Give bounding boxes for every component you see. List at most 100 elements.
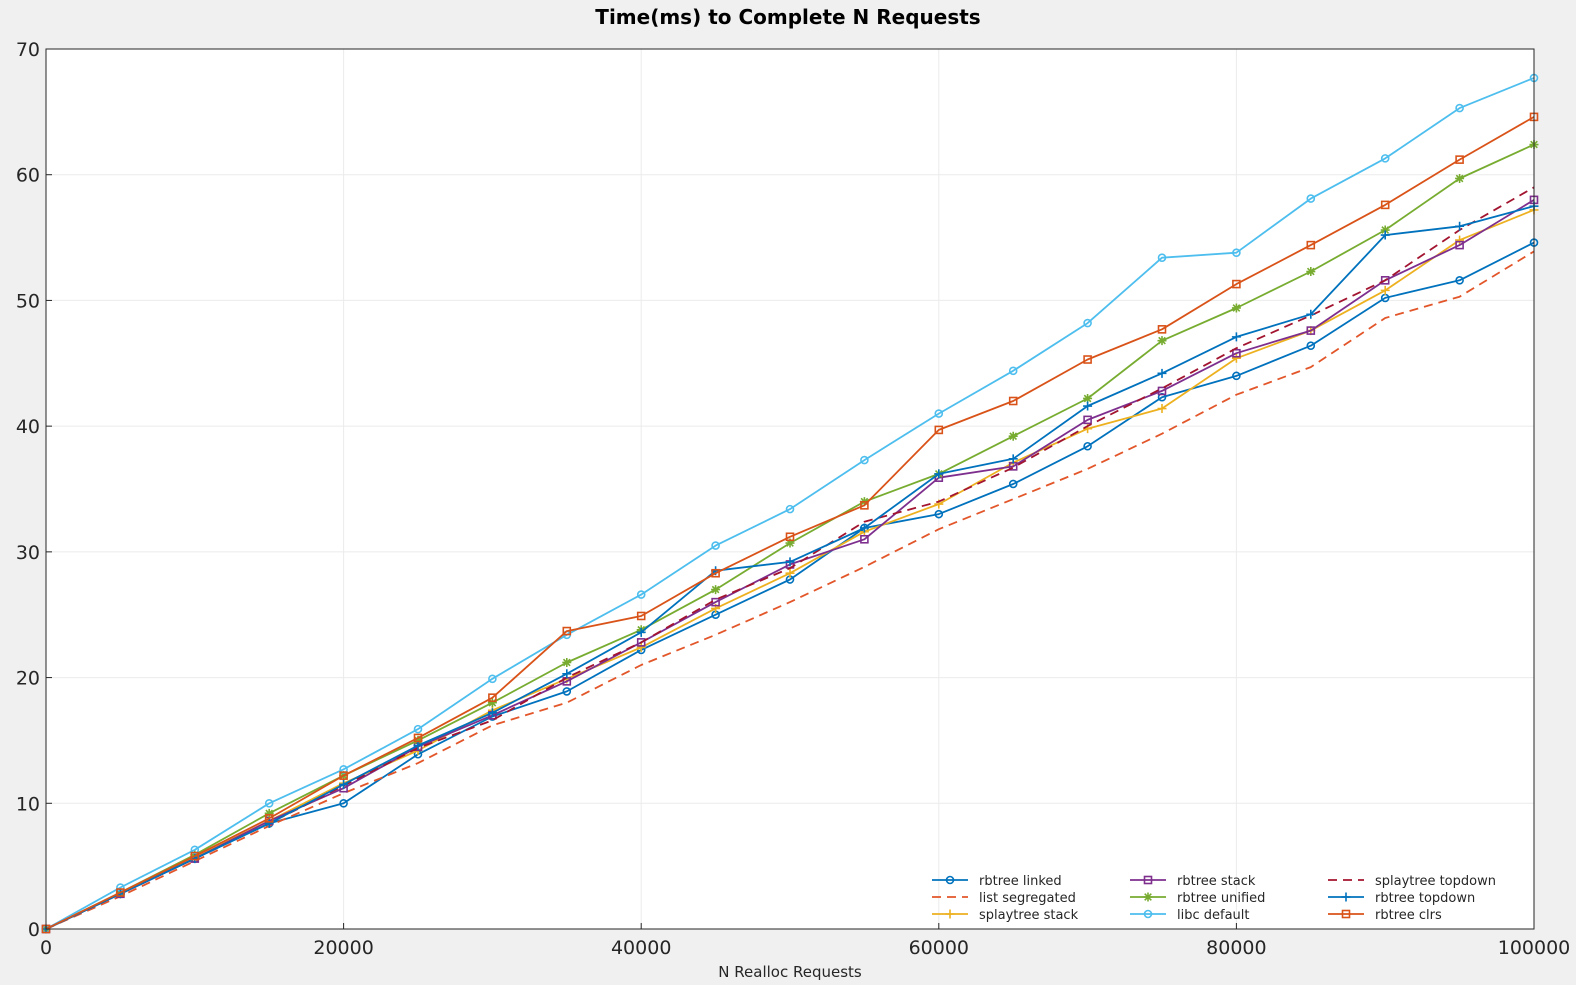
plot-area (46, 49, 1534, 929)
data-point-marker (636, 611, 646, 621)
legend-label: rbtree linked (979, 874, 1062, 889)
legend-entry: splaytree stack (932, 908, 1079, 923)
data-point-marker (413, 735, 423, 745)
data-point-marker (1232, 371, 1241, 381)
data-point-marker (636, 642, 646, 652)
x-tick-label: 60000 (909, 937, 969, 959)
series-line (45, 250, 1535, 930)
y-tick-label: 10 (16, 793, 40, 815)
data-point-marker (1380, 200, 1390, 210)
data-point-marker (934, 409, 944, 418)
data-point-marker (1455, 235, 1465, 245)
data-point-marker (1455, 221, 1465, 231)
legend-label: rbtree topdown (1375, 891, 1475, 906)
data-point-marker (1380, 225, 1390, 235)
data-point-marker (1083, 441, 1092, 451)
data-point-marker (1008, 454, 1018, 464)
x-tick-label: 20000 (313, 937, 373, 959)
series-line (45, 241, 1535, 930)
data-point-marker (1157, 404, 1167, 414)
data-point-marker (785, 557, 795, 567)
data-point-marker (1143, 892, 1153, 902)
data-point-marker (1008, 366, 1018, 376)
data-point-marker (1455, 173, 1465, 183)
data-point-marker (1157, 368, 1167, 378)
data-point-marker (562, 626, 572, 636)
data-point-marker (190, 851, 200, 861)
data-point-marker (860, 455, 869, 465)
series-list-segregated (45, 250, 1535, 930)
legend-entry: rbtree unified (1130, 891, 1265, 906)
data-point-marker (1157, 253, 1167, 262)
data-point-marker (860, 501, 869, 510)
data-point-marker (264, 814, 274, 823)
data-point-marker (1455, 155, 1464, 164)
y-tick-label: 40 (16, 416, 40, 438)
data-point-marker (1455, 240, 1464, 250)
data-point-marker (1380, 285, 1390, 295)
data-point-marker (785, 568, 795, 578)
data-point-marker (1341, 892, 1351, 902)
data-point-marker (1306, 194, 1316, 203)
data-point-marker (339, 779, 349, 789)
data-point-marker (1306, 341, 1316, 350)
data-point-marker (1143, 909, 1153, 919)
series-line (45, 77, 1535, 930)
data-point-marker (1231, 353, 1241, 363)
legend-entry: list segregated (932, 891, 1076, 906)
data-point-marker (264, 798, 274, 808)
legend-entry: splaytree topdown (1328, 874, 1496, 889)
chart-title: Time(ms) to Complete N Requests (595, 5, 980, 29)
data-point-marker (1306, 240, 1316, 250)
legend-entry: rbtree linked (932, 874, 1062, 889)
data-point-marker (339, 771, 348, 780)
y-tick-label: 20 (16, 668, 40, 690)
data-point-marker (945, 875, 955, 885)
data-point-marker (945, 909, 955, 919)
data-point-marker (934, 425, 944, 435)
x-axis-label: N Realloc Requests (718, 963, 862, 981)
data-point-marker (1083, 401, 1093, 411)
data-point-marker (1380, 154, 1390, 163)
axis-ticks: 0 20000 40000 60000 80000 100000 0 10 20 30 40 50 60… (16, 39, 1570, 959)
data-point-marker (1306, 326, 1316, 335)
legend: rbtree linked rbtree stack splaytree topdo… (932, 874, 1496, 923)
x-tick-label: 40000 (611, 937, 671, 959)
data-point-marker (1143, 875, 1153, 885)
data-point-marker (1380, 276, 1390, 285)
data-point-marker (264, 818, 274, 828)
legend-label: libc default (1177, 908, 1250, 923)
data-point-marker (860, 534, 869, 544)
series-layer (41, 73, 1539, 934)
data-point-marker (1232, 348, 1241, 358)
data-point-marker (1455, 103, 1464, 113)
legend-label: splaytree topdown (1375, 874, 1496, 889)
data-point-marker (487, 708, 497, 718)
data-point-marker (1083, 355, 1092, 364)
series-line (45, 116, 1535, 930)
legend-label: rbtree unified (1177, 891, 1265, 906)
data-point-marker (711, 541, 720, 550)
data-point-marker (711, 568, 720, 578)
legend-label: splaytree stack (979, 908, 1079, 923)
legend-entry: rbtree stack (1130, 874, 1256, 889)
data-point-marker (562, 687, 572, 696)
y-tick-label: 0 (28, 919, 40, 941)
data-point-marker (1008, 396, 1018, 406)
legend-entry: rbtree topdown (1328, 891, 1475, 906)
data-point-marker (339, 798, 348, 808)
x-tick-label: 0 (40, 937, 52, 959)
data-point-marker (413, 740, 423, 750)
data-point-marker (785, 504, 795, 514)
data-point-marker (488, 674, 497, 684)
data-point-marker (562, 669, 572, 679)
data-point-marker (1306, 267, 1316, 277)
data-point-marker (1083, 393, 1093, 403)
data-point-marker (1231, 303, 1241, 313)
data-point-marker (1083, 415, 1092, 425)
legend-label: rbtree clrs (1375, 908, 1442, 923)
data-point-marker (1157, 336, 1167, 346)
data-point-marker (1083, 318, 1092, 328)
